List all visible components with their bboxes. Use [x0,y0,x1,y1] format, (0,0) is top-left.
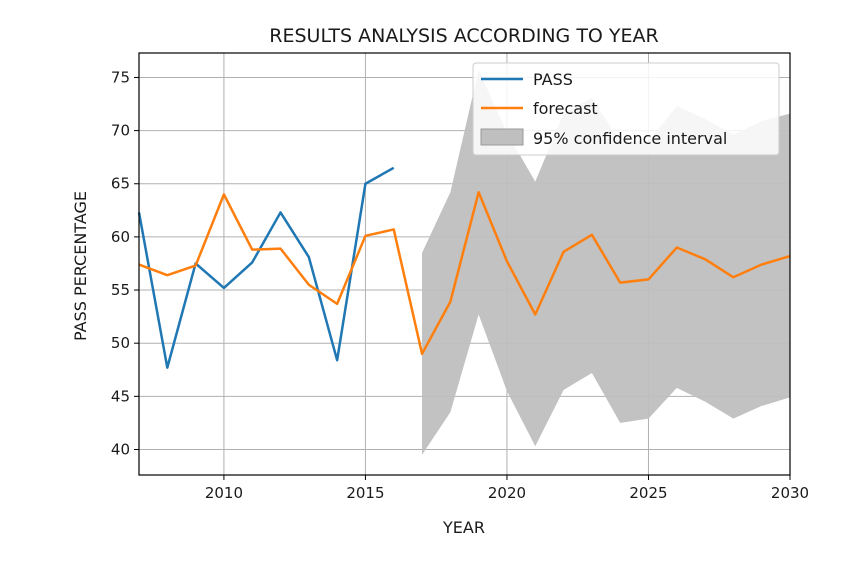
y-axis-label: PASS PERCENTAGE [71,191,90,341]
y-tick-label: 50 [111,334,130,352]
y-tick-label: 75 [111,68,130,86]
series-layer [137,166,791,369]
legend: PASS forecast 95% confidence interval [472,62,780,156]
chart-title: RESULTS ANALYSIS ACCORDING TO YEAR [269,25,658,47]
legend-forecast-label: forecast [533,99,598,118]
plot-frame [138,52,791,476]
y-tick-label: 40 [111,440,130,458]
legend-ci-label: 95% confidence interval [533,129,727,148]
y-tick-label: 70 [111,122,130,140]
legend-box [472,62,780,156]
confidence-interval-layer [422,70,790,455]
legend-pass-label: PASS [533,70,573,89]
y-tick-label: 45 [111,387,130,405]
x-tick-label: 2010 [205,484,243,502]
x-tick-label: 2020 [488,484,526,502]
x-axis-label: YEAR [442,518,485,537]
series-line-PASS [137,166,395,369]
y-tick-label: 60 [111,228,130,246]
x-tick-label: 2030 [771,484,809,502]
confidence-interval-band [422,70,790,455]
series-line-forecast [138,190,791,356]
legend-ci-swatch [480,128,524,146]
x-tick-label: 2015 [346,484,384,502]
y-tick-label: 55 [111,281,130,299]
tick-layer: 2010 2015 2020 2025 2030 40 45 50 55 60 65 70 75 [111,68,809,502]
x-tick-label: 2025 [629,484,667,502]
y-tick-label: 65 [111,175,130,193]
